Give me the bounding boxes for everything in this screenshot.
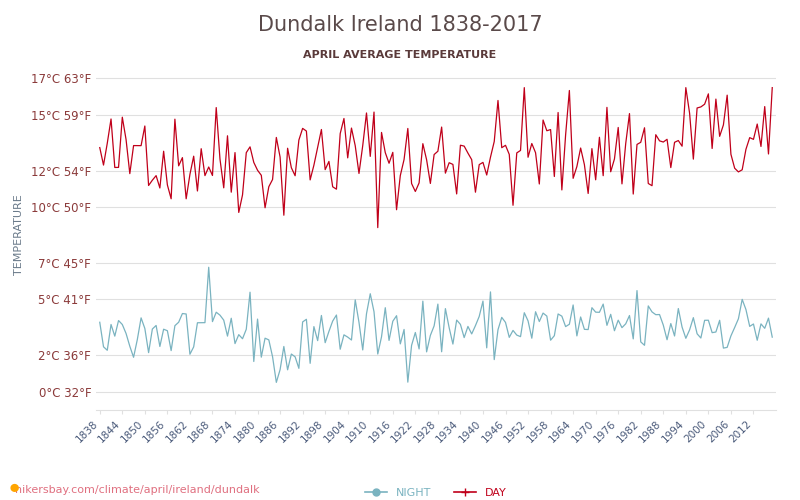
Y-axis label: TEMPERATURE: TEMPERATURE	[14, 194, 24, 276]
Text: Dundalk Ireland 1838-2017: Dundalk Ireland 1838-2017	[258, 15, 542, 35]
Text: APRIL AVERAGE TEMPERATURE: APRIL AVERAGE TEMPERATURE	[303, 50, 497, 60]
Text: hikersbay.com/climate/april/ireland/dundalk: hikersbay.com/climate/april/ireland/dund…	[8, 485, 260, 495]
Text: ⬤: ⬤	[10, 484, 19, 492]
Legend: NIGHT, DAY: NIGHT, DAY	[361, 484, 511, 500]
